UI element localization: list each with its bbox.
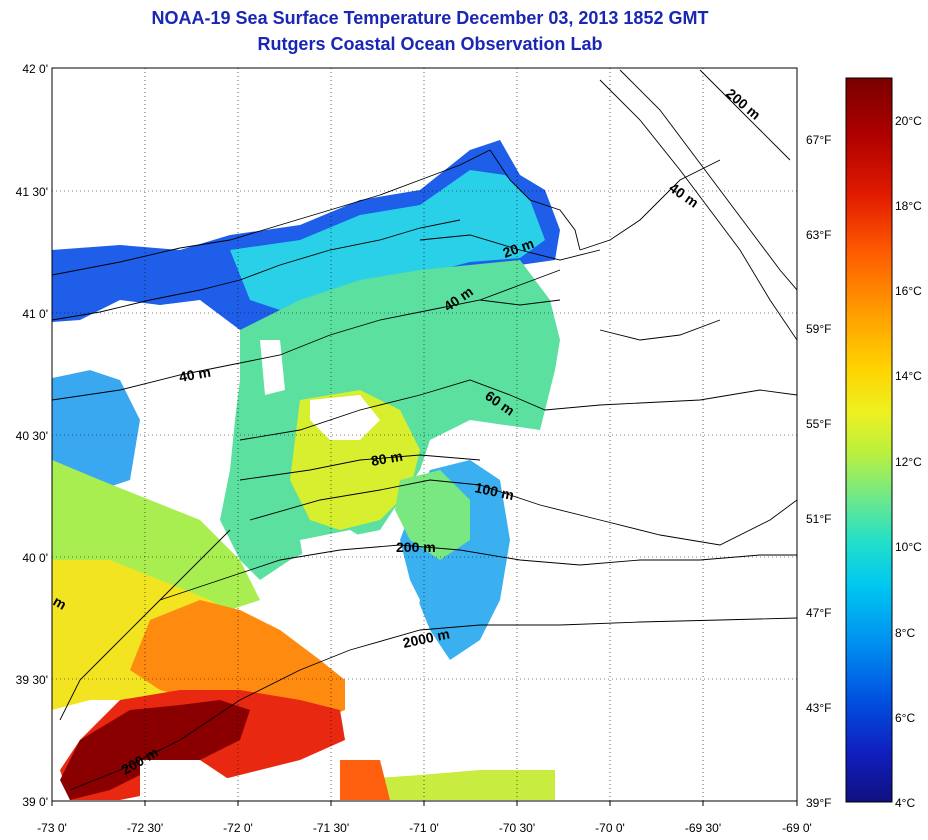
lon-tick-label: -72 30' [127, 821, 163, 835]
depth-label: 200 m [723, 85, 764, 123]
lat-tick-label: 40 30' [16, 429, 48, 443]
depth-label: 40 m [178, 364, 212, 385]
cloud-mask [52, 310, 240, 400]
colorbar-c-label: 8°C [895, 626, 915, 640]
contour-2000m [69, 617, 797, 791]
cloud-mask [140, 760, 230, 800]
lat-tick-label: 42 0' [22, 62, 48, 76]
contour-20m [419, 234, 601, 261]
lon-labels: -73 0' -72 30' -72 0' -71 30' -71 0' -70… [37, 821, 812, 835]
contour-200m [159, 544, 797, 601]
lon-tick-label: -71 30' [313, 821, 349, 835]
contour-ne-200m [699, 69, 791, 161]
colorbar-c-label: 10°C [895, 540, 922, 554]
colorbar-celsius-labels: 20°C 18°C 16°C 14°C 12°C 10°C 8°C 6°C 4°… [895, 114, 922, 810]
contour-ne-mid [619, 69, 797, 291]
sst-left-blue [52, 370, 140, 490]
colorbar-c-label: 12°C [895, 455, 922, 469]
map-subtitle: Rutgers Coastal Ocean Observation Lab [257, 34, 603, 54]
cloud-mask [310, 395, 380, 440]
lon-tick-label: -72 0' [223, 821, 253, 835]
sst-cyan-band [230, 170, 545, 310]
contour-100m [249, 479, 797, 546]
colorbar-f-label: 51°F [806, 512, 831, 526]
sst-field [52, 140, 560, 800]
lat-tick-label: 40 0' [22, 551, 48, 565]
lat-tick-label: 39 0' [22, 795, 48, 809]
sst-bottom-strip [350, 770, 555, 800]
colorbar-c-label: 20°C [895, 114, 922, 128]
map-title: NOAA-19 Sea Surface Temperature December… [151, 8, 709, 28]
colorbar-c-label: 6°C [895, 711, 915, 725]
colorbar-c-label: 18°C [895, 199, 922, 213]
contour-ne-40m [599, 79, 797, 341]
colorbar-f-label: 67°F [806, 133, 831, 147]
contour-80m [239, 454, 481, 481]
depth-label: 200 m [396, 539, 436, 555]
cloud-mask [260, 340, 285, 395]
coast-long-island [52, 219, 461, 321]
colorbar-c-label: 16°C [895, 284, 922, 298]
lat-tick-label: 41 30' [16, 185, 48, 199]
colorbar-f-label: 55°F [806, 417, 831, 431]
colorbar-f-label: 39°F [806, 796, 831, 810]
depth-label: 80 m [370, 448, 404, 469]
colorbar-f-label: 43°F [806, 701, 831, 715]
axis-ticks [51, 801, 798, 806]
lon-tick-label: -73 0' [37, 821, 67, 835]
lon-tick-label: -70 0' [595, 821, 625, 835]
graticule [52, 68, 797, 801]
coast-cape-cod [579, 159, 721, 251]
depth-label: 40 m [666, 179, 701, 210]
colorbar-fahrenheit-labels: 67°F 63°F 59°F 55°F 51°F 47°F 43°F 39°F [806, 133, 831, 810]
lon-tick-label: -69 0' [782, 821, 812, 835]
colorbar-f-label: 59°F [806, 322, 831, 336]
colorbar-f-label: 63°F [806, 228, 831, 242]
coastline [52, 149, 721, 341]
contour-60m [239, 379, 797, 441]
colorbar-c-label: 4°C [895, 796, 915, 810]
colorbar-c-label: 14°C [895, 369, 922, 383]
coast-connecticut [52, 149, 491, 276]
colorbar-f-label: 47°F [806, 606, 831, 620]
contour-40m [52, 269, 561, 401]
bathymetry-contours [52, 69, 797, 791]
coast-rhode-island [489, 149, 581, 251]
lon-tick-label: -69 30' [685, 821, 721, 835]
colorbar [845, 77, 893, 803]
lon-tick-label: -71 0' [409, 821, 439, 835]
sst-east-green [395, 470, 470, 560]
contour-200m-west [59, 529, 231, 721]
sst-bottom-red [340, 760, 390, 800]
lon-tick-label: -70 30' [499, 821, 535, 835]
cloud-mask [300, 530, 420, 660]
lat-labels: 42 0' 41 30' 41 0' 40 30' 40 0' 39 30' 3… [16, 62, 48, 809]
lat-tick-label: 39 30' [16, 673, 48, 687]
coast-islands [479, 299, 721, 341]
lat-tick-label: 41 0' [22, 307, 48, 321]
